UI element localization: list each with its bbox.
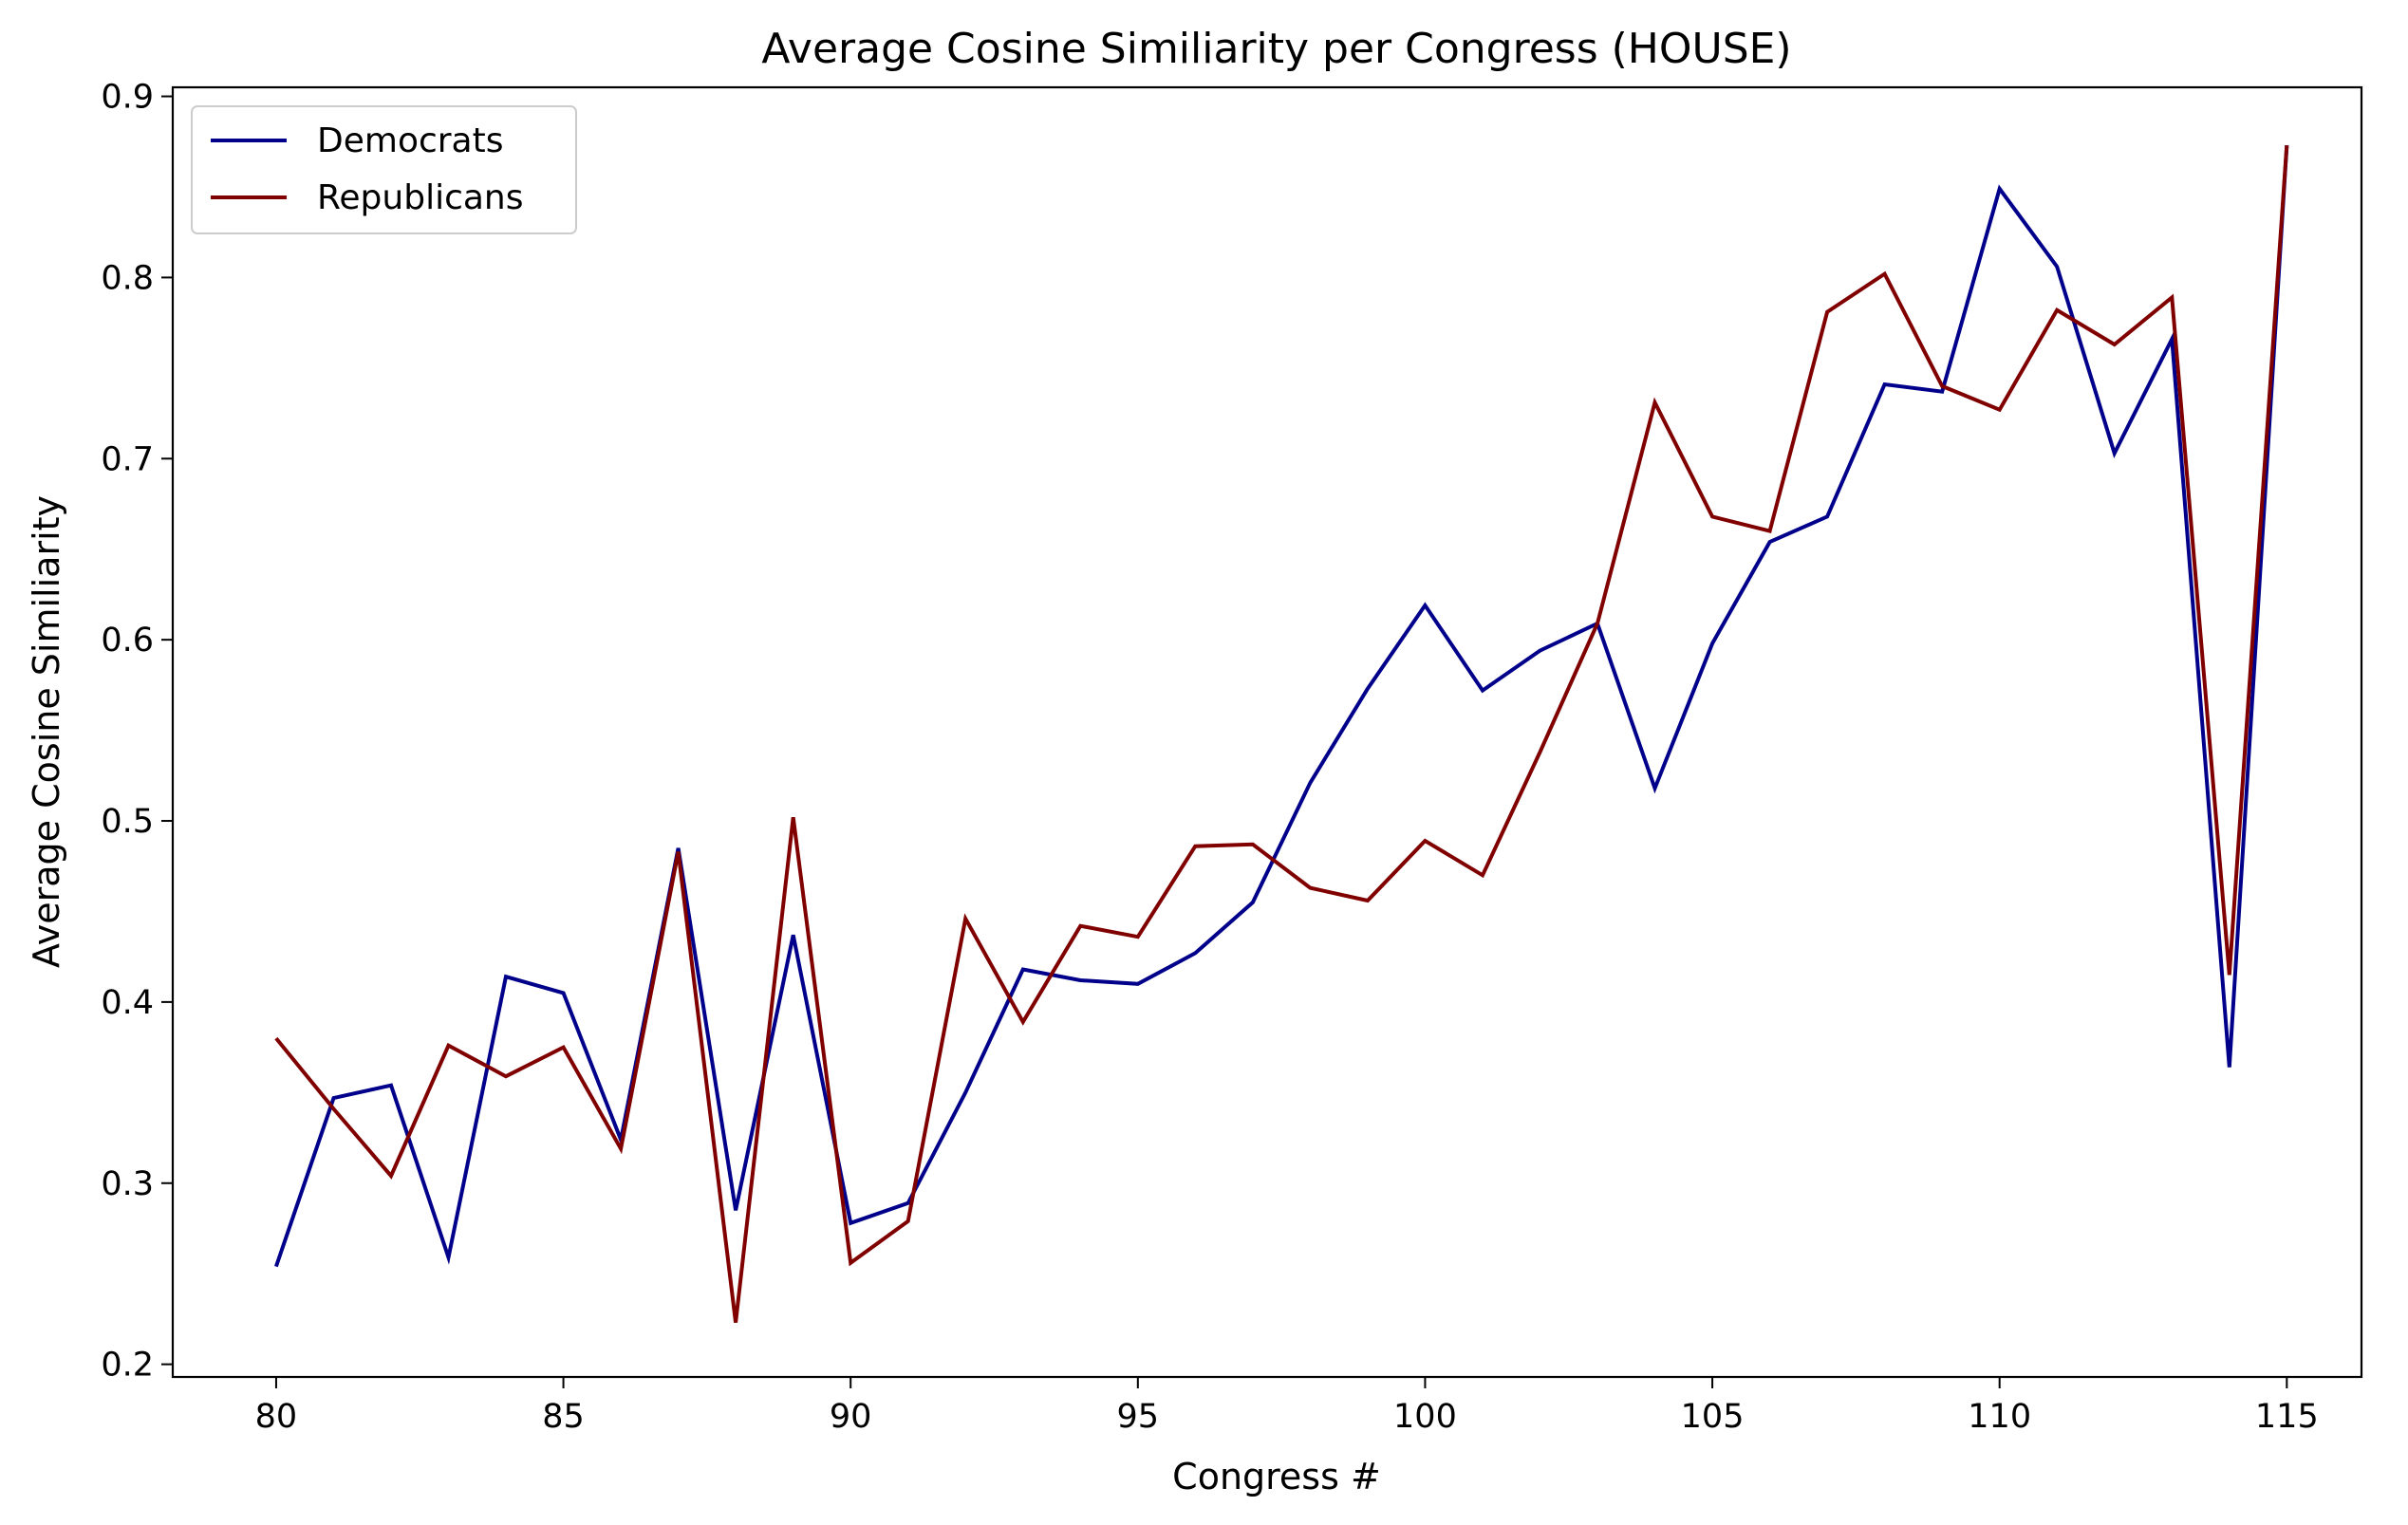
series-line-republicans bbox=[274, 144, 2289, 1323]
series-line-democrats bbox=[274, 144, 2289, 1268]
x-tick-label: 80 bbox=[255, 1398, 298, 1436]
plot-area bbox=[173, 87, 2361, 1377]
x-tick-label: 110 bbox=[1968, 1398, 2031, 1436]
y-axis-title: Average Cosine Similiarity bbox=[26, 495, 67, 968]
x-tick-label: 115 bbox=[2255, 1398, 2319, 1436]
x-tick-label: 85 bbox=[542, 1398, 585, 1436]
series-lines bbox=[274, 144, 2289, 1323]
y-axis: 0.2 0.3 0.4 0.5 0.6 0.7 0.8 0.9 bbox=[101, 79, 173, 1385]
x-tick-label: 100 bbox=[1393, 1398, 1457, 1436]
x-tick-label: 90 bbox=[830, 1398, 872, 1436]
x-tick-label: 95 bbox=[1117, 1398, 1160, 1436]
y-tick-label: 0.3 bbox=[101, 1165, 154, 1203]
y-tick-label: 0.5 bbox=[101, 803, 154, 841]
x-axis: 80 85 90 95 100 105 110 115 bbox=[255, 1377, 2319, 1436]
x-tick-label: 105 bbox=[1681, 1398, 1745, 1436]
legend-label-republicans: Republicans bbox=[317, 178, 524, 217]
y-tick-label: 0.6 bbox=[101, 622, 154, 660]
chart-title: Average Cosine Similiarity per Congress … bbox=[761, 25, 1791, 73]
y-tick-label: 0.7 bbox=[101, 440, 154, 478]
y-tick-label: 0.4 bbox=[101, 984, 154, 1022]
legend-box bbox=[191, 105, 577, 234]
y-tick-label: 0.2 bbox=[101, 1347, 154, 1385]
y-tick-label: 0.8 bbox=[101, 259, 154, 297]
y-tick-label: 0.9 bbox=[101, 79, 154, 117]
x-axis-title: Congress # bbox=[1172, 1456, 1381, 1497]
legend-label-democrats: Democrats bbox=[317, 121, 504, 160]
plot-frame bbox=[171, 85, 2363, 1379]
legend: Democrats Republicans bbox=[191, 105, 577, 234]
